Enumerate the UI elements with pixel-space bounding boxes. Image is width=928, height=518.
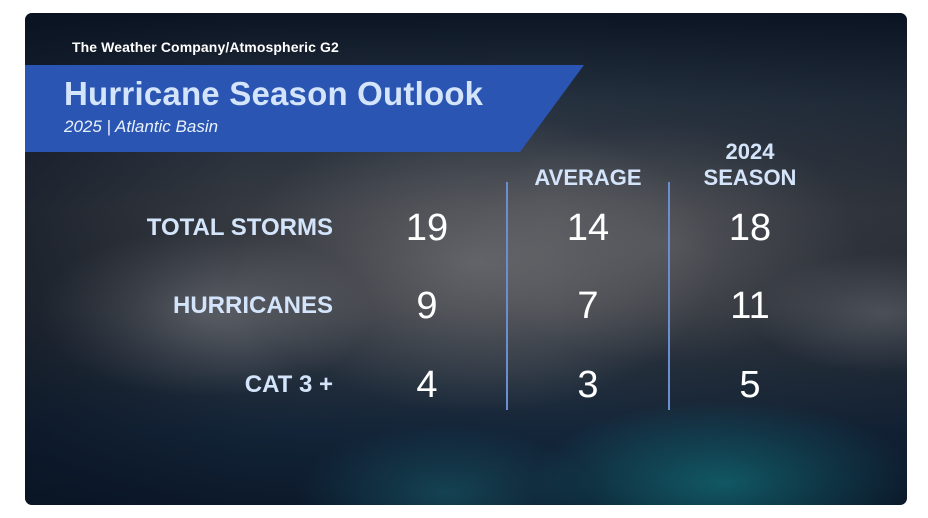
value-cat3-2024: 5: [739, 364, 761, 406]
column-header-2024-year: 2024: [725, 139, 775, 164]
row-label-cat3-plus: CAT 3 +: [244, 371, 333, 398]
value-hurricanes-forecast: 9: [416, 285, 438, 327]
column-divider: [506, 182, 508, 410]
column-header-2024-season-word: SEASON: [703, 165, 797, 190]
value-hurricanes-average: 7: [577, 285, 599, 327]
value-hurricanes-2024: 11: [730, 285, 770, 327]
value-cat3-average: 3: [577, 364, 599, 406]
row-label-total-storms: TOTAL STORMS: [146, 214, 333, 241]
value-total-storms-average: 14: [566, 207, 610, 249]
page-title: Hurricane Season Outlook: [64, 75, 484, 112]
column-header-average: AVERAGE: [534, 165, 642, 190]
column-divider: [668, 182, 670, 410]
value-total-storms-2024: 18: [728, 207, 772, 249]
source-credit: The Weather Company/Atmospheric G2: [72, 39, 339, 55]
column-header-2024-season: 2024 SEASON: [670, 139, 830, 191]
title-banner: Hurricane Season Outlook 2025 | Atlantic…: [25, 65, 584, 152]
row-label-hurricanes: HURRICANES: [172, 292, 333, 319]
value-total-storms-forecast: 19: [405, 207, 449, 249]
value-cat3-forecast: 4: [416, 364, 438, 406]
outlook-card: The Weather Company/Atmospheric G2 Hurri…: [25, 13, 907, 505]
page-subtitle: 2025 | Atlantic Basin: [64, 117, 219, 136]
